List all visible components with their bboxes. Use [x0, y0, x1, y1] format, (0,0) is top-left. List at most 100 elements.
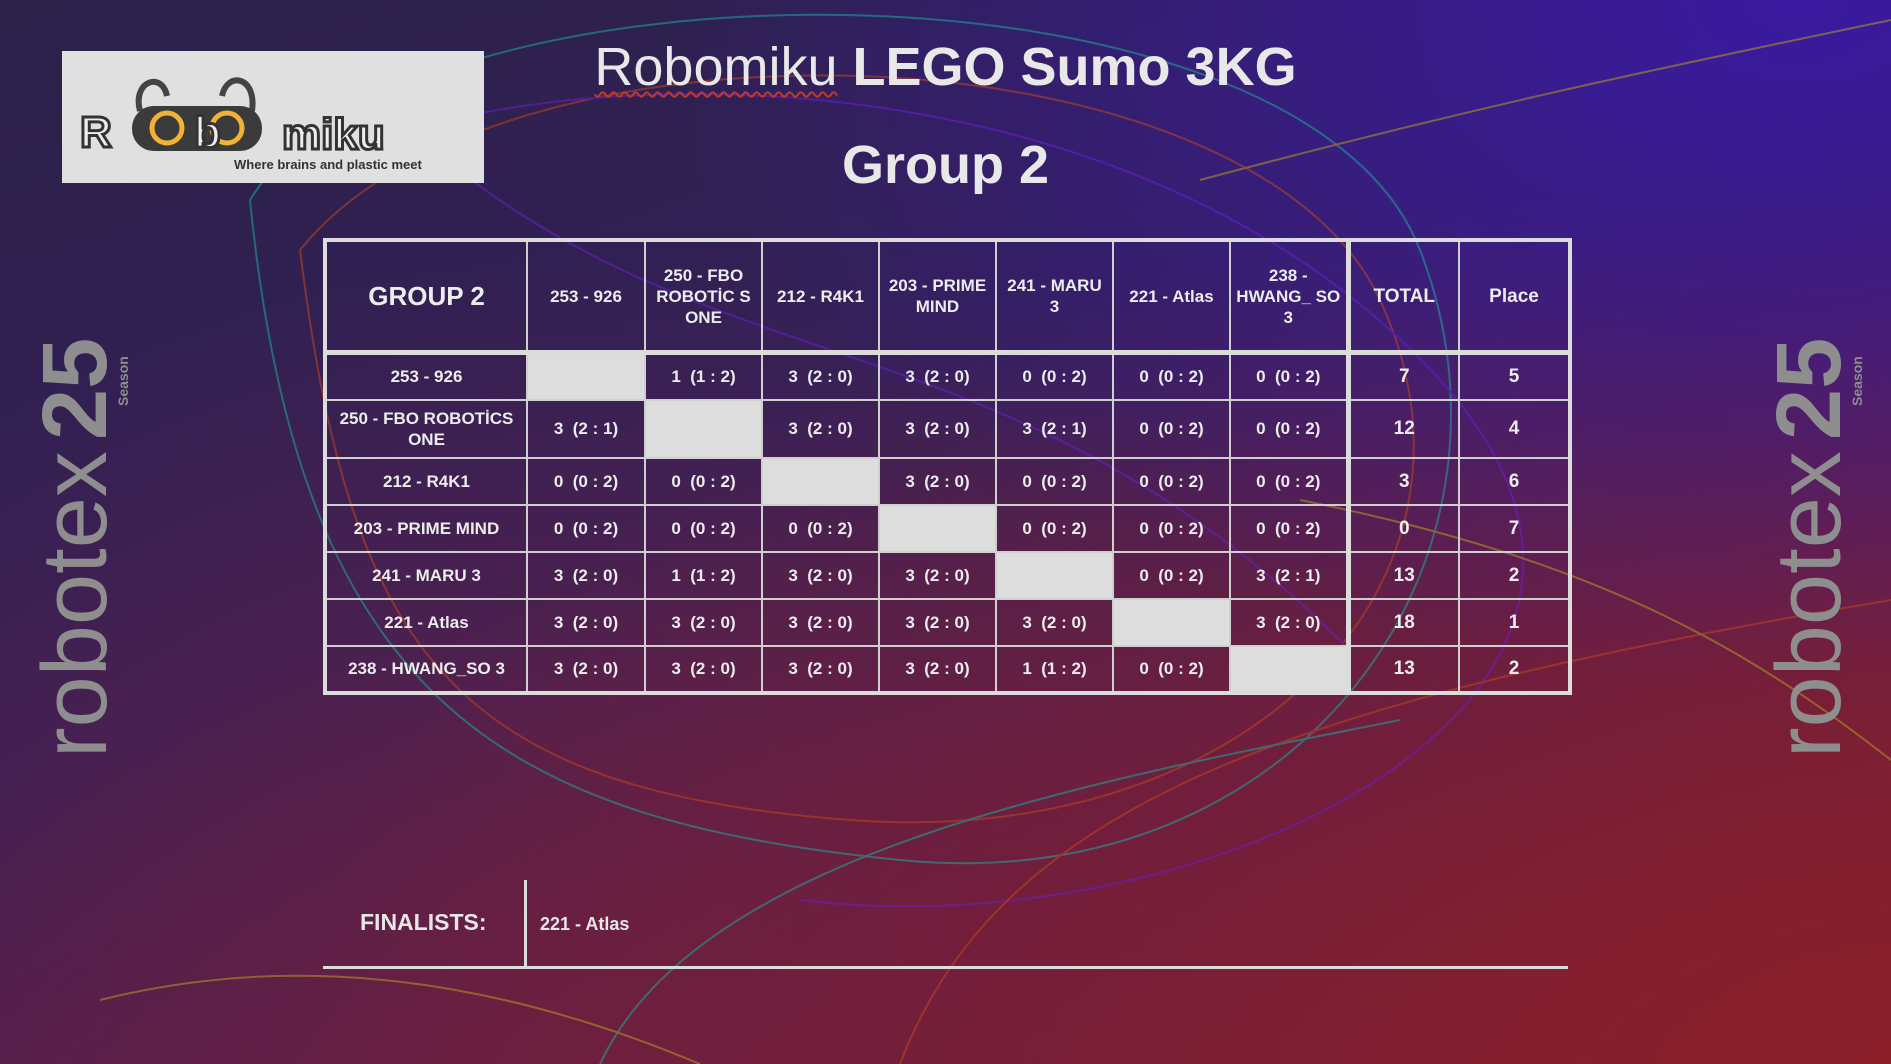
match-result-cell: 0 (0 : 2): [1112, 351, 1231, 401]
page-title: Robomiku LEGO Sumo 3KG: [0, 36, 1891, 98]
match-result-cell: 0 (0 : 2): [995, 503, 1114, 553]
match-result-cell: 0 (0 : 2): [1112, 398, 1231, 459]
total-points-cell: 0: [1345, 503, 1460, 553]
total-points-cell: 13: [1345, 550, 1460, 600]
self-match-blank-cell: [995, 550, 1114, 600]
row-team-name: 241 - MARU 3: [324, 550, 528, 600]
finalists-value: 221 - Atlas: [540, 914, 630, 934]
row-team-name: 203 - PRIME MIND: [324, 503, 528, 553]
svg-text:b: b: [194, 108, 221, 157]
match-result-cell: 0 (0 : 2): [1112, 456, 1231, 506]
robomiku-logo: R b miku Where brains and plastic meet: [62, 51, 484, 183]
match-result-cell: 3 (2 : 0): [878, 597, 997, 647]
svg-text:Where brains and plastic meet: Where brains and plastic meet: [234, 157, 423, 172]
self-match-blank-cell: [1229, 644, 1349, 694]
row-team-name: 212 - R4K1: [324, 456, 528, 506]
row-team-name: 238 - HWANG_SO 3: [324, 644, 528, 694]
svg-text:Season: Season: [1849, 356, 1863, 406]
match-result-cell: 1 (1 : 2): [644, 351, 763, 401]
group-results-table: GROUP 2 253 - 926 250 - FBO ROBOTİC S ONE…: [323, 238, 1572, 695]
table-row: 253 - 926 1 (1 : 2) 3 (2 : 0) 3 (2 : 0) 0 (0…: [324, 351, 1571, 401]
match-result-cell: 3 (2 : 0): [878, 456, 997, 506]
match-result-cell: 3 (2 : 1): [1229, 550, 1349, 600]
table-row: 212 - R4K1 0 (0 : 2) 0 (0 : 2) 3 (2 : 0) 0 (…: [324, 456, 1571, 506]
match-result-cell: 3 (2 : 0): [761, 597, 880, 647]
match-result-cell: 3 (2 : 0): [644, 644, 763, 694]
row-team-name: 250 - FBO ROBOTİCS ONE: [324, 398, 528, 459]
robotex-season-logo-left: robotex 25 Season: [34, 338, 129, 758]
match-result-cell: 0 (0 : 2): [761, 503, 880, 553]
match-result-cell: 3 (2 : 0): [878, 398, 997, 459]
column-header-team: 250 - FBO ROBOTİC S ONE: [644, 239, 763, 355]
self-match-blank-cell: [761, 456, 880, 506]
match-result-cell: 3 (2 : 0): [761, 351, 880, 401]
column-header-team: 212 - R4K1: [761, 239, 880, 355]
match-result-cell: 3 (2 : 0): [526, 550, 646, 600]
place-cell: 2: [1458, 644, 1571, 694]
column-header-team: 253 - 926: [526, 239, 646, 355]
match-result-cell: 0 (0 : 2): [995, 351, 1114, 401]
self-match-blank-cell: [878, 503, 997, 553]
match-result-cell: 3 (2 : 0): [761, 398, 880, 459]
column-header-team: 241 - MARU 3: [995, 239, 1114, 355]
place-cell: 6: [1458, 456, 1571, 506]
place-cell: 1: [1458, 597, 1571, 647]
match-result-cell: 3 (2 : 0): [995, 597, 1114, 647]
title-event: LEGO Sumo 3KG: [852, 37, 1297, 97]
match-result-cell: 0 (0 : 2): [526, 456, 646, 506]
match-result-cell: 3 (2 : 1): [995, 398, 1114, 459]
svg-text:R: R: [80, 108, 112, 157]
finalists-underline: [323, 966, 1568, 969]
svg-text:robotex: robotex: [1768, 451, 1860, 758]
match-result-cell: 0 (0 : 2): [1112, 503, 1231, 553]
total-points-cell: 7: [1345, 351, 1460, 401]
match-result-cell: 1 (1 : 2): [644, 550, 763, 600]
column-header-team: 221 - Atlas: [1112, 239, 1231, 355]
total-points-cell: 3: [1345, 456, 1460, 506]
place-cell: 2: [1458, 550, 1571, 600]
match-result-cell: 3 (2 : 1): [526, 398, 646, 459]
match-result-cell: 0 (0 : 2): [1229, 398, 1349, 459]
match-result-cell: 0 (0 : 2): [1229, 503, 1349, 553]
match-result-cell: 0 (0 : 2): [526, 503, 646, 553]
match-result-cell: 0 (0 : 2): [1112, 644, 1231, 694]
title-brand: Robomiku: [594, 37, 838, 97]
match-result-cell: 3 (2 : 0): [1229, 597, 1349, 647]
match-result-cell: 0 (0 : 2): [1229, 351, 1349, 401]
match-result-cell: 3 (2 : 0): [878, 351, 997, 401]
table-row: 250 - FBO ROBOTİCS ONE 3 (2 : 1) 3 (2 : 0)…: [324, 398, 1571, 459]
svg-text:25: 25: [34, 338, 126, 440]
group-title: Group 2: [841, 135, 1049, 195]
svg-text:robotex: robotex: [34, 451, 126, 758]
total-header: TOTAL: [1345, 239, 1460, 355]
self-match-blank-cell: [1112, 597, 1231, 647]
self-match-blank-cell: [644, 398, 763, 459]
table-row: 221 - Atlas 3 (2 : 0) 3 (2 : 0) 3 (2 : 0) 3 …: [324, 597, 1571, 647]
match-result-cell: 0 (0 : 2): [644, 456, 763, 506]
row-team-name: 221 - Atlas: [324, 597, 528, 647]
match-result-cell: 0 (0 : 2): [1112, 550, 1231, 600]
place-cell: 5: [1458, 351, 1571, 401]
match-result-cell: 3 (2 : 0): [761, 550, 880, 600]
group-corner-header: GROUP 2: [324, 239, 528, 355]
finalists-label: FINALISTS:: [360, 909, 487, 935]
finalists-divider: [524, 880, 527, 967]
match-result-cell: 0 (0 : 2): [1229, 456, 1349, 506]
total-points-cell: 12: [1345, 398, 1460, 459]
column-header-team: 238 - HWANG_ SO 3: [1229, 239, 1349, 355]
table-row: 203 - PRIME MIND 0 (0 : 2) 0 (0 : 2) 0 (0 :…: [324, 503, 1571, 553]
match-result-cell: 3 (2 : 0): [526, 597, 646, 647]
match-result-cell: 3 (2 : 0): [526, 644, 646, 694]
match-result-cell: 1 (1 : 2): [995, 644, 1114, 694]
place-header: Place: [1458, 239, 1571, 355]
match-result-cell: 0 (0 : 2): [644, 503, 763, 553]
place-cell: 7: [1458, 503, 1571, 553]
match-result-cell: 0 (0 : 2): [995, 456, 1114, 506]
row-team-name: 253 - 926: [324, 351, 528, 401]
total-points-cell: 13: [1345, 644, 1460, 694]
match-result-cell: 3 (2 : 0): [644, 597, 763, 647]
robotex-season-logo-right: robotex 25 Season: [1768, 338, 1863, 758]
total-points-cell: 18: [1345, 597, 1460, 647]
